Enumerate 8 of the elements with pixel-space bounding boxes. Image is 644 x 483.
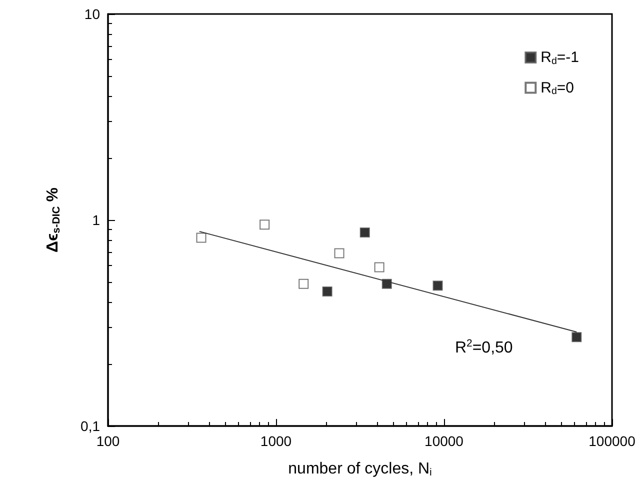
x-tick-label: 10000 <box>424 433 464 449</box>
x-tick-label: 1000 <box>260 433 292 449</box>
y-tick-label: 10 <box>84 6 100 22</box>
y-tick-label: 0,1 <box>80 418 100 434</box>
x-tick-label: 100000 <box>588 433 636 449</box>
x-tick-label: 100 <box>96 433 120 449</box>
y-tick-label: 1 <box>92 212 100 228</box>
y-axis-title: Δϵs-DIC % <box>44 188 62 252</box>
